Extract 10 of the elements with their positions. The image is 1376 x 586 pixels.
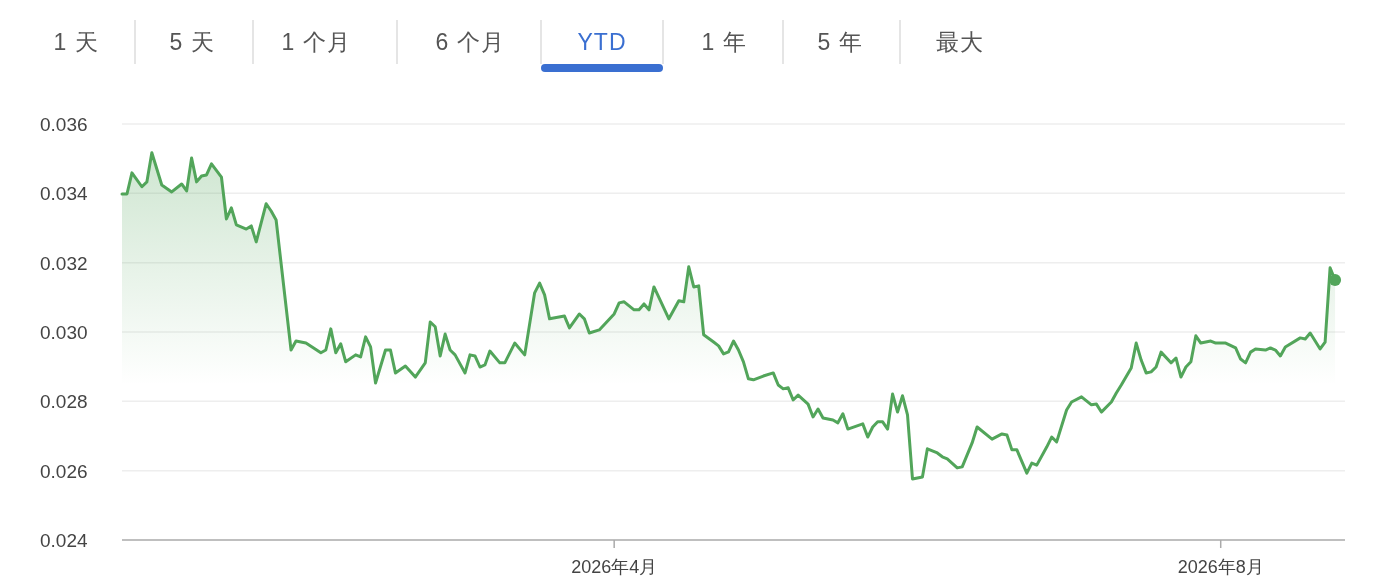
x-tick-label: 2026年4月 (571, 557, 658, 577)
y-tick-label: 0.030 (40, 322, 88, 343)
y-tick-label: 0.032 (40, 252, 88, 274)
y-tick-label: 0.026 (40, 460, 88, 482)
tabs: 1 天 5 天 1 个月 6 个月 YTD 1 年 5 年 最大 (53, 19, 984, 72)
y-tick-label: 0.028 (40, 391, 88, 413)
y-tick-label: 0.036 (40, 114, 88, 135)
x-tick-label: 2026年8月 (1177, 557, 1264, 577)
y-tick-label: 0.034 (40, 183, 88, 205)
y-tick-label: 0.024 (40, 530, 88, 551)
